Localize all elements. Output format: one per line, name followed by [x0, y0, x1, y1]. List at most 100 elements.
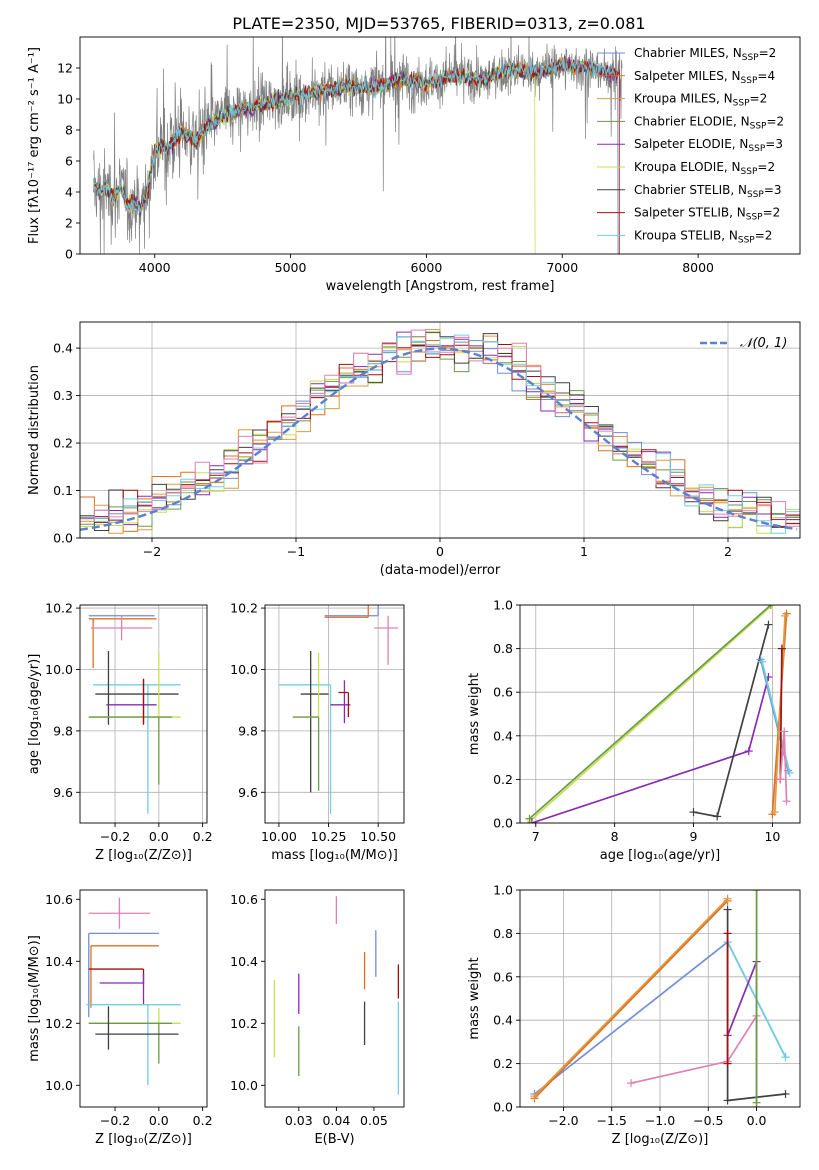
x-tick-label: 0.03 — [285, 1113, 313, 1128]
weight-line — [528, 605, 772, 820]
legend-count: =4 — [757, 69, 775, 83]
y-tick-label: 10.0 — [45, 1078, 73, 1093]
histogram-steps — [80, 340, 800, 527]
x-tick-label: 2 — [724, 544, 732, 559]
legend-count: =2 — [757, 160, 775, 174]
model-line-chabrier-elodie — [93, 57, 617, 214]
y-tick-label: 9.8 — [53, 723, 73, 738]
y-tick-label: 0.4 — [493, 1013, 513, 1028]
plot-area — [80, 329, 800, 534]
axes-frame — [519, 604, 801, 824]
legend-subscript: SSP — [748, 144, 765, 154]
weight-line — [630, 1015, 758, 1084]
y-tick-label: 4 — [65, 185, 73, 200]
x-tick-label: −1.0 — [645, 1113, 675, 1128]
axes-frame — [79, 889, 208, 1108]
x-tick-label: −1 — [287, 544, 305, 559]
figure-title: PLATE=2350, MJD=53765, FIBERID=0313, z=0… — [232, 14, 645, 33]
x-axis-label: wavelength [Angstrom, rest frame] — [326, 279, 555, 294]
chart-mass_vs_ebv: 0.03 0.04 0.05 10.0 10.2 10.4 10.6 E(B-V) — [230, 889, 405, 1147]
observed-spectrum-line — [93, 37, 623, 254]
x-tick-label: 7 — [532, 829, 540, 844]
chart-age_vs_Z: −0.2 0.0 0.2 9.6 9.8 10.0 10.2 Z [log₁₀(Z/Z⊙)] a… — [27, 601, 213, 863]
plot-area — [273, 896, 400, 1095]
x-tick-label: −0.2 — [100, 1113, 130, 1128]
weight-line — [527, 605, 773, 823]
y-axis-label: Flux [fλ10⁻¹⁷ erg cm⁻² s⁻¹ A⁻¹] — [27, 47, 42, 244]
x-axis-label: Z [log₁₀(Z/Z⊙)] — [95, 1132, 192, 1147]
x-tick-label: 5000 — [275, 260, 307, 275]
y-tick-label: 0.0 — [53, 531, 73, 546]
x-axis-label: Z [log₁₀(Z/Z⊙)] — [612, 1132, 709, 1147]
weight-line — [531, 676, 770, 823]
legend-count: =3 — [765, 137, 783, 151]
y-tick-label: 10.0 — [45, 662, 73, 677]
legend-entry: 𝒩(0, 1) — [740, 336, 787, 351]
x-tick-label: 0.04 — [322, 1113, 350, 1128]
legend-subscript: SSP — [733, 99, 750, 109]
y-tick-label: 8 — [65, 123, 73, 138]
x-tick-label: 10.00 — [261, 829, 297, 844]
y-tick-label: 0.2 — [493, 772, 513, 787]
y-tick-label: 2 — [65, 216, 73, 231]
y-tick-label: 10.2 — [45, 601, 73, 616]
x-tick-label: −2 — [143, 544, 161, 559]
plot-area — [88, 615, 181, 814]
legend-count: =2 — [766, 114, 784, 128]
legend-subscript: SSP — [741, 76, 758, 86]
y-tick-label: 10 — [57, 92, 73, 107]
legend-entry: Salpeter MILES, NSSP=4 — [634, 69, 775, 86]
y-tick-label: 0.6 — [493, 685, 513, 700]
legend-subscript: SSP — [746, 213, 763, 223]
legend-entry: Salpeter STELIB, NSSP=2 — [634, 206, 780, 223]
histogram-steps — [80, 331, 800, 531]
y-tick-label: 0 — [65, 247, 73, 262]
y-tick-label: 0.1 — [53, 483, 73, 498]
chart-weight_vs_Z: −2.0 −1.5 −1.0 −0.5 0.0 0.0 0.2 0.4 0.6 0.8 1.0 Z [… — [467, 883, 801, 1147]
legend-entry: Salpeter ELODIE, NSSP=3 — [634, 137, 783, 154]
plot-area — [93, 37, 623, 254]
legend-entry: Chabrier STELIB, NSSP=3 — [634, 183, 782, 200]
legend-entry: Kroupa STELIB, NSSP=2 — [634, 228, 772, 245]
legend-subscript: SSP — [742, 53, 759, 63]
y-tick-label: 0.4 — [53, 341, 73, 356]
weight-line — [533, 898, 729, 1097]
weight-line — [779, 648, 783, 780]
plot-area — [523, 605, 794, 823]
histogram-steps — [80, 334, 800, 534]
legend-subscript: SSP — [747, 190, 764, 200]
y-tick-label: 9.8 — [238, 723, 258, 738]
y-tick-label: 9.6 — [53, 785, 73, 800]
legend-entry: Kroupa MILES, NSSP=2 — [634, 92, 767, 109]
x-tick-label: 0.0 — [747, 1113, 767, 1128]
y-tick-label: 0.8 — [493, 641, 513, 656]
x-tick-label: 10.50 — [360, 829, 396, 844]
y-tick-label: 1.0 — [493, 883, 513, 898]
y-axis-label: mass weight — [467, 957, 482, 1039]
x-tick-label: 7000 — [546, 260, 578, 275]
x-tick-label: 0.2 — [193, 1113, 213, 1128]
weight-line — [726, 961, 758, 1107]
chart-weight_vs_age: 7 8 9 10 0.0 0.2 0.4 0.6 0.8 1.0 age [log₁₀(age/yr… — [467, 598, 801, 863]
x-tick-label: 0.0 — [149, 829, 169, 844]
weight-line — [759, 659, 790, 771]
x-tick-label: 6000 — [411, 260, 443, 275]
x-tick-label: −0.5 — [693, 1113, 723, 1128]
y-tick-label: 10.2 — [45, 1016, 73, 1031]
x-tick-label: 0 — [436, 544, 444, 559]
y-tick-label: 9.6 — [238, 785, 258, 800]
legend-subscript: SSP — [738, 235, 755, 245]
chart-mass_vs_Z: −0.2 0.0 0.2 10.0 10.2 10.4 10.6 Z [log₁₀(Z/Z⊙)… — [27, 889, 213, 1147]
y-tick-label: 10.0 — [230, 662, 258, 677]
legend-count: =2 — [750, 92, 768, 106]
y-axis-label: mass weight — [467, 673, 482, 755]
y-axis-label: Normed distribution — [27, 365, 42, 495]
y-tick-label: 0.2 — [493, 1056, 513, 1071]
legend-entry: Kroupa ELODIE, NSSP=2 — [634, 160, 775, 177]
legend-entry: Chabrier MILES, NSSP=2 — [634, 46, 776, 63]
plot-area — [530, 890, 790, 1107]
x-tick-label: −1.5 — [597, 1113, 627, 1128]
x-tick-label: 10 — [764, 829, 780, 844]
y-tick-label: 10.4 — [45, 954, 73, 969]
